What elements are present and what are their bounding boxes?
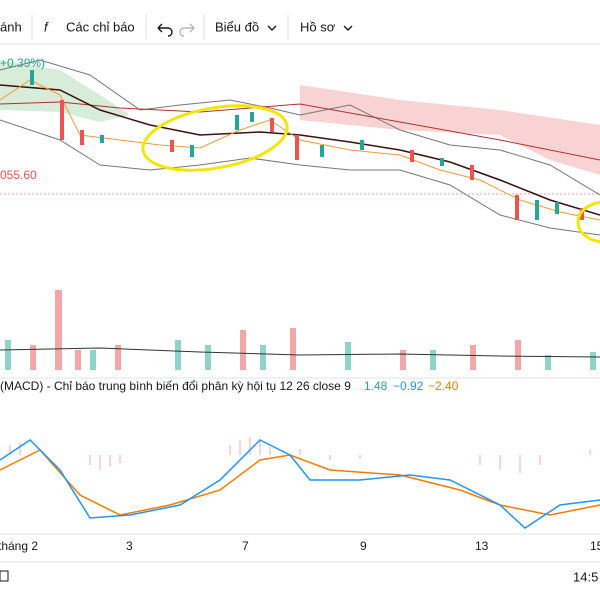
redo-icon[interactable] — [179, 23, 195, 37]
time-label: 15 — [590, 539, 600, 553]
volume-ma — [0, 347, 600, 358]
time-label: 9 — [360, 539, 367, 553]
candles-up — [30, 70, 559, 220]
price-pane: +0.39%) 055.60 — [0, 56, 600, 370]
chevron — [267, 25, 277, 31]
clock: 14:5 — [573, 569, 598, 584]
calendar-icon[interactable] — [0, 570, 9, 582]
kijun — [0, 101, 600, 161]
time-axis: tháng 2 3 7 9 13 15 — [0, 533, 600, 553]
macd-pane: (MACD) - Chỉ báo trung bình biến đổi phâ… — [0, 379, 600, 529]
time-label: 7 — [242, 539, 249, 553]
ma-line — [0, 84, 600, 216]
chevron — [343, 25, 353, 31]
fx-icon: f — [44, 19, 49, 34]
undo-icon[interactable] — [157, 23, 173, 37]
time-label: 3 — [126, 539, 133, 553]
cloud-red — [300, 85, 600, 175]
change-label: +0.39%) — [0, 56, 45, 70]
toolbar-item[interactable]: ánh — [0, 19, 22, 34]
top-strip — [0, 0, 600, 8]
macd-line — [0, 439, 600, 529]
toolbar-item[interactable]: Biểu đồ — [215, 19, 259, 34]
bb-lower — [0, 119, 600, 236]
toolbar-item[interactable]: Hồ sơ — [300, 19, 336, 34]
status-bar: 14:5 — [0, 561, 600, 584]
toolbar-item[interactable]: Các chỉ báo — [66, 19, 135, 34]
highlight — [576, 200, 600, 244]
macd-value: 1.48 — [364, 379, 388, 393]
time-label: 13 — [475, 539, 489, 553]
volume-down — [30, 290, 521, 370]
price-label: 055.60 — [0, 168, 37, 182]
toolbar: ánh f Các chỉ báo Biểu đồ Hồ sơ — [0, 14, 600, 45]
time-label: tháng 2 — [0, 539, 38, 553]
highlight — [141, 104, 289, 172]
bb-upper — [0, 59, 600, 196]
macd-value: −2.40 — [428, 379, 459, 393]
macd-title: (MACD) - Chỉ báo trung bình biến đổi phâ… — [0, 379, 351, 393]
macd-value: −0.92 — [393, 379, 424, 393]
macd-histogram — [9, 437, 591, 473]
